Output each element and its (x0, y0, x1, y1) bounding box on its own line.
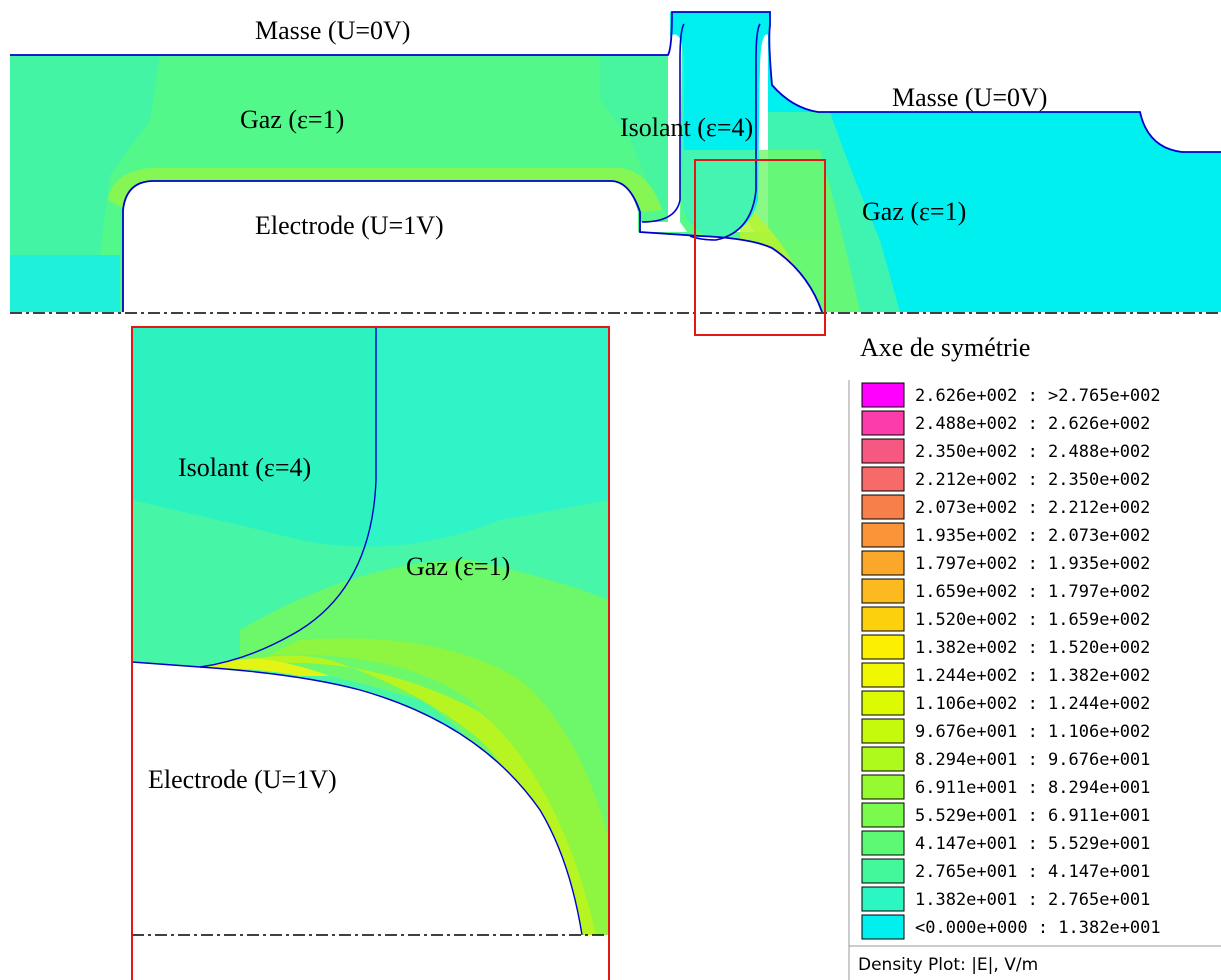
legend-caption: Density Plot: |E|, V/m (858, 955, 1038, 975)
gas-lowfield-left (10, 255, 120, 312)
overview-plot: Masse (U=0V) Masse (U=0V) Gaz (ε=1) Isol… (10, 11, 1221, 362)
legend-swatch (861, 746, 905, 772)
zoom-electrode-boundary (131, 661, 583, 936)
legend-swatch (861, 634, 905, 660)
legend-entry: 6.911e+001 : 8.294e+001 (861, 774, 1150, 800)
legend-label: 1.935e+002 : 2.073e+002 (915, 526, 1150, 546)
label-gaz-zoom: Gaz (ε=1) (406, 552, 510, 581)
legend-swatch (861, 886, 905, 912)
legend-entry: <0.000e+000 : 1.382e+001 (861, 914, 1161, 940)
legend-swatch (861, 690, 905, 716)
legend-swatch (861, 466, 905, 492)
legend-entry: 4.147e+001 : 5.529e+001 (861, 830, 1150, 856)
legend-label: 2.073e+002 : 2.212e+002 (915, 498, 1150, 518)
label-gaz-right: Gaz (ε=1) (862, 197, 966, 226)
legend-entry: 1.244e+002 : 1.382e+002 (861, 662, 1150, 688)
legend-swatch (861, 802, 905, 828)
legend-swatch (861, 494, 905, 520)
legend-swatch (861, 410, 905, 436)
legend-entry: 8.294e+001 : 9.676e+001 (861, 746, 1150, 772)
legend-entry: 1.935e+002 : 2.073e+002 (861, 522, 1150, 548)
electrode-region (123, 181, 822, 312)
legend-entry: 1.382e+001 : 2.765e+001 (861, 886, 1150, 912)
legend-swatch (861, 522, 905, 548)
legend-label: 1.659e+002 : 1.797e+002 (915, 582, 1150, 602)
legend-label: <0.000e+000 : 1.382e+001 (915, 918, 1161, 938)
legend-entry: 2.350e+002 : 2.488e+002 (861, 438, 1150, 464)
legend-entry: 1.106e+002 : 1.244e+002 (861, 690, 1150, 716)
legend-swatch (861, 382, 905, 408)
legend-label: 1.520e+002 : 1.659e+002 (915, 610, 1150, 630)
legend-label: 2.488e+002 : 2.626e+002 (915, 414, 1150, 434)
legend-entry: 5.529e+001 : 6.911e+001 (861, 802, 1150, 828)
label-symmetry-axis: Axe de symétrie (860, 333, 1030, 362)
zoom-insulator-boundary (199, 327, 377, 668)
insulator-boundary (641, 23, 761, 241)
legend-label: 6.911e+001 : 8.294e+001 (915, 778, 1150, 798)
color-legend: 2.626e+002 : >2.765e+002 2.488e+002 : 2.6… (848, 380, 1221, 980)
label-masse-top: Masse (U=0V) (255, 16, 410, 45)
legend-label: 1.244e+002 : 1.382e+002 (915, 666, 1150, 686)
legend-label: 4.147e+001 : 5.529e+001 (915, 834, 1150, 854)
legend-entry: 2.212e+002 : 2.350e+002 (861, 466, 1150, 492)
legend-label: 2.765e+001 : 4.147e+001 (915, 862, 1150, 882)
legend-swatch (861, 606, 905, 632)
legend-swatch (861, 830, 905, 856)
legend-label: 9.676e+001 : 1.106e+002 (915, 722, 1150, 742)
legend-swatch (861, 550, 905, 576)
legend-entry: 2.488e+002 : 2.626e+002 (861, 410, 1150, 436)
legend-swatch (861, 774, 905, 800)
legend-label: 1.382e+002 : 1.520e+002 (915, 638, 1150, 658)
legend-label: 1.797e+002 : 1.935e+002 (915, 554, 1150, 574)
legend-swatch (861, 718, 905, 744)
legend-swatch (861, 438, 905, 464)
electrode-boundary (122, 180, 823, 313)
legend-swatch (861, 914, 905, 940)
legend-swatch (861, 662, 905, 688)
legend-label: 2.212e+002 : 2.350e+002 (915, 470, 1150, 490)
legend-label: 1.382e+001 : 2.765e+001 (915, 890, 1150, 910)
label-electrode-zoom: Electrode (U=1V) (148, 765, 337, 794)
label-isolant-top: Isolant (ε=4) (620, 113, 753, 142)
label-masse-right: Masse (U=0V) (892, 83, 1047, 112)
label-electrode-top: Electrode (U=1V) (255, 211, 444, 240)
legend-entry: 2.073e+002 : 2.212e+002 (861, 494, 1150, 520)
legend-entry: 1.659e+002 : 1.797e+002 (861, 578, 1150, 604)
legend-swatch (861, 578, 905, 604)
legend-label: 2.626e+002 : >2.765e+002 (915, 386, 1161, 406)
legend-entry: 2.765e+001 : 4.147e+001 (861, 858, 1150, 884)
legend-label: 1.106e+002 : 1.244e+002 (915, 694, 1150, 714)
legend-entry: 1.520e+002 : 1.659e+002 (861, 606, 1150, 632)
legend-swatch (861, 858, 905, 884)
gas-region-right (768, 25, 1221, 312)
label-isolant-zoom: Isolant (ε=4) (178, 453, 311, 482)
legend-entry: 1.382e+002 : 1.520e+002 (861, 634, 1150, 660)
label-gaz-left: Gaz (ε=1) (240, 105, 344, 134)
zoom-region-marker (694, 159, 826, 336)
legend-entry: 9.676e+001 : 1.106e+002 (861, 718, 1150, 744)
legend-entry: 2.626e+002 : >2.765e+002 (861, 382, 1161, 408)
legend-label: 8.294e+001 : 9.676e+001 (915, 750, 1150, 770)
legend-label: 5.529e+001 : 6.911e+001 (915, 806, 1150, 826)
zoom-inset: Isolant (ε=4) Gaz (ε=1) Electrode (U=1V) (131, 326, 610, 980)
zoom-frame (131, 326, 610, 980)
ground-boundary (10, 11, 1221, 153)
legend-label: 2.350e+002 : 2.488e+002 (915, 442, 1150, 462)
zoom-electrode-region (132, 662, 582, 935)
legend-entry: 1.797e+002 : 1.935e+002 (861, 550, 1150, 576)
